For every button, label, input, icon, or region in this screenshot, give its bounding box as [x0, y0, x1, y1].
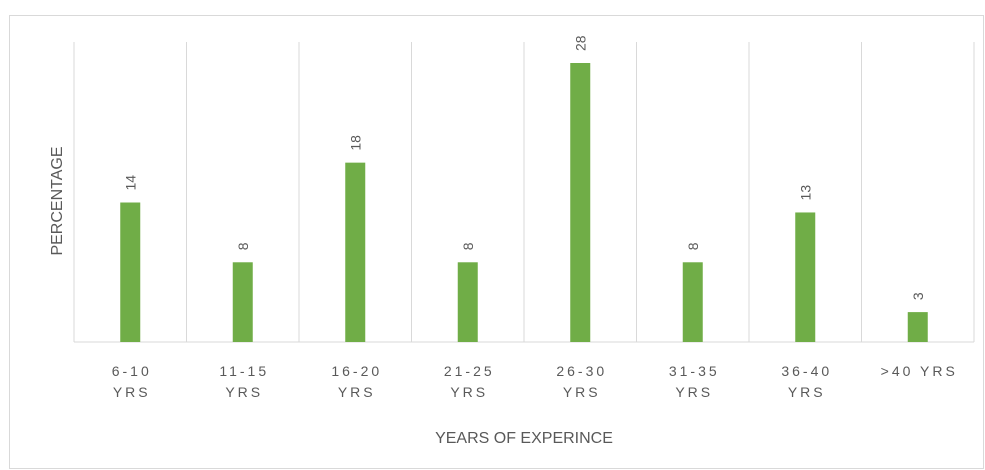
- x-tick-label: >40 YRS: [881, 363, 958, 379]
- x-tick-label: YRS: [450, 384, 488, 400]
- bar: [907, 312, 928, 342]
- gridlines: [73, 42, 975, 343]
- x-tick-label: YRS: [338, 384, 376, 400]
- data-label: 8: [235, 242, 251, 250]
- y-axis-title: PERCENTAGE: [49, 146, 66, 255]
- x-axis-title: YEARS OF EXPERINCE: [435, 430, 613, 447]
- data-label: 18: [347, 135, 363, 151]
- bar: [457, 262, 478, 342]
- data-label: 8: [460, 242, 476, 250]
- bar: [795, 212, 816, 342]
- data-label: 28: [572, 35, 588, 51]
- bar: [232, 262, 253, 342]
- data-label: 14: [122, 175, 138, 191]
- bar: [682, 262, 703, 342]
- x-tick-label: YRS: [225, 384, 263, 400]
- x-tick-label: 21-25: [444, 363, 495, 379]
- bars: [120, 63, 928, 342]
- data-label: 3: [910, 292, 926, 300]
- bar: [570, 63, 591, 342]
- data-labels: 14 8 18 8 28 8 13 3: [122, 35, 926, 300]
- x-tick-label: YRS: [788, 384, 826, 400]
- x-tick-label: YRS: [113, 384, 151, 400]
- x-tick-label: 11-15: [219, 363, 269, 379]
- data-label: 8: [685, 242, 701, 250]
- bar: [345, 162, 366, 342]
- x-tick-labels: 6-10 YRS 11-15 YRS 16-20 YRS 21-25 YRS 26-30 YRS 3…: [112, 363, 958, 400]
- x-tick-label: 6-10: [112, 363, 152, 379]
- x-tick-label: 16-20: [331, 363, 382, 379]
- chart-frame: [9, 15, 984, 469]
- bar: [120, 202, 141, 342]
- data-label: 13: [797, 185, 813, 201]
- x-tick-label: YRS: [563, 384, 601, 400]
- x-tick-label: YRS: [675, 384, 713, 400]
- x-tick-label: 31-35: [669, 363, 720, 379]
- x-tick-label: 26-30: [556, 363, 607, 379]
- x-tick-label: 36-40: [781, 363, 832, 379]
